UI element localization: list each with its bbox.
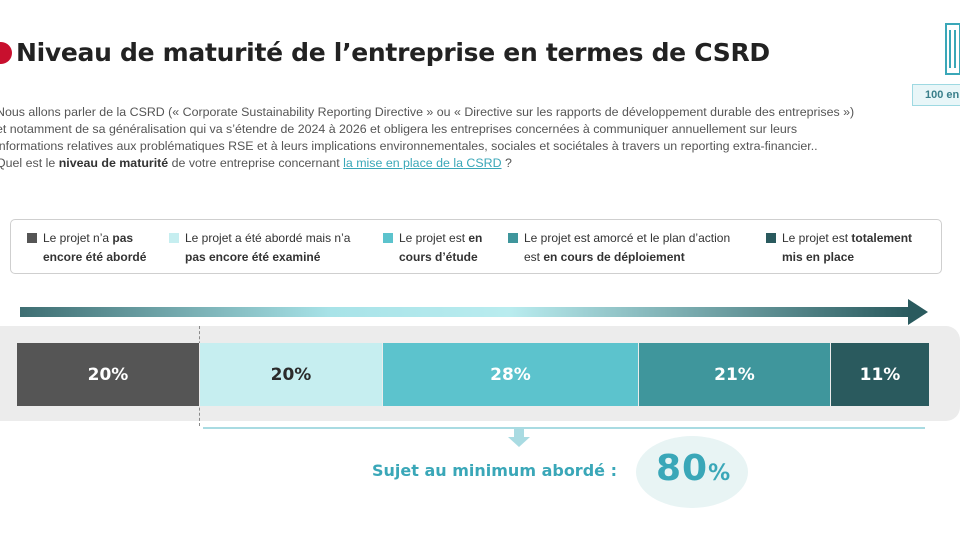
intro-question: Quel est le niveau de maturité de votre … <box>0 155 906 172</box>
base-badge: 100 en <box>912 84 960 106</box>
question-underlined: la mise en place de la CSRD <box>343 156 502 170</box>
legend-item-implemented: Le projet est totalement mis en place <box>766 229 936 267</box>
chart-legend: Le projet n’a pas encore été abordé Le pr… <box>10 219 942 274</box>
legend-label: Le projet est amorcé et le plan d’action… <box>524 231 731 264</box>
bar-segment-2: 20% <box>200 343 383 406</box>
page-title: Niveau de maturité de l’entreprise en te… <box>16 38 770 67</box>
intro-line-1: Nous allons parler de la CSRD (« Corpora… <box>0 105 855 119</box>
question-emphasis: niveau de maturité <box>58 156 169 170</box>
stacked-bar: 20% 20% 28% 21% 11% <box>17 343 930 406</box>
bar-segment-5: 11% <box>831 343 930 406</box>
summary-highlight <box>636 436 748 508</box>
bar-value-label: 21% <box>714 364 755 385</box>
down-arrow-icon <box>508 428 530 447</box>
legend-label: Le projet est totalement mis en place <box>782 231 913 264</box>
title-bullet <box>0 42 12 64</box>
bar-segment-3: 28% <box>383 343 639 406</box>
legend-swatch <box>169 233 179 243</box>
intro-line-2: et notamment de sa généralisation qui va… <box>0 122 798 136</box>
bar-segment-4: 21% <box>639 343 831 406</box>
summary-value: 80% <box>656 448 732 489</box>
legend-label: Le projet est en cours d’étude <box>399 231 483 264</box>
legend-item-deploying: Le projet est amorcé et le plan d’action… <box>508 229 758 267</box>
legend-swatch <box>383 233 393 243</box>
question-part-3: ? <box>501 156 512 170</box>
legend-label: Le projet a été abordé mais n’a pas enco… <box>185 231 351 264</box>
question-part-2: de votre entreprise concernant <box>168 156 344 170</box>
summary-label: Sujet au minimum abordé : <box>372 461 617 480</box>
intro-text: Nous allons parler de la CSRD (« Corpora… <box>0 104 906 172</box>
legend-swatch <box>766 233 776 243</box>
bar-value-label: 20% <box>87 364 129 385</box>
legend-item-in-study: Le projet est en cours d’étude <box>383 229 513 267</box>
progression-arrow <box>20 299 928 325</box>
question-part-1: Quel est le <box>0 156 59 170</box>
building-icon <box>945 23 960 75</box>
legend-swatch <box>508 233 518 243</box>
bar-value-label: 11% <box>859 364 901 385</box>
legend-label: Le projet n’a pas encore été abordé <box>43 231 147 264</box>
intro-line-3: informations relatives aux problématique… <box>0 139 818 153</box>
legend-item-not-examined: Le projet a été abordé mais n’a pas enco… <box>169 229 374 267</box>
bar-segment-1: 20% <box>17 343 200 406</box>
legend-item-not-addressed: Le projet n’a pas encore été abordé <box>27 229 177 267</box>
summary-bracket-line <box>203 427 925 429</box>
bar-value-label: 20% <box>270 364 312 385</box>
legend-swatch <box>27 233 37 243</box>
bar-value-label: 28% <box>490 364 531 385</box>
